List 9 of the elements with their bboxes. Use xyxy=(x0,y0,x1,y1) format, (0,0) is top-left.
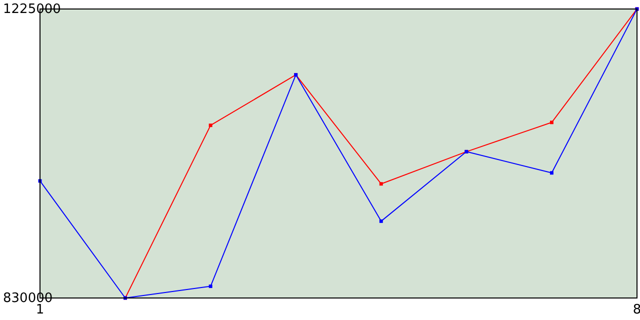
y-tick-label: 1225000 xyxy=(3,2,61,18)
point xyxy=(550,171,554,175)
point xyxy=(208,124,212,128)
point xyxy=(208,284,212,288)
x-tick-label: 1 xyxy=(36,302,44,318)
point xyxy=(379,182,383,186)
point xyxy=(550,120,554,124)
point xyxy=(379,219,383,223)
x-tick-label: 8 xyxy=(632,302,640,318)
